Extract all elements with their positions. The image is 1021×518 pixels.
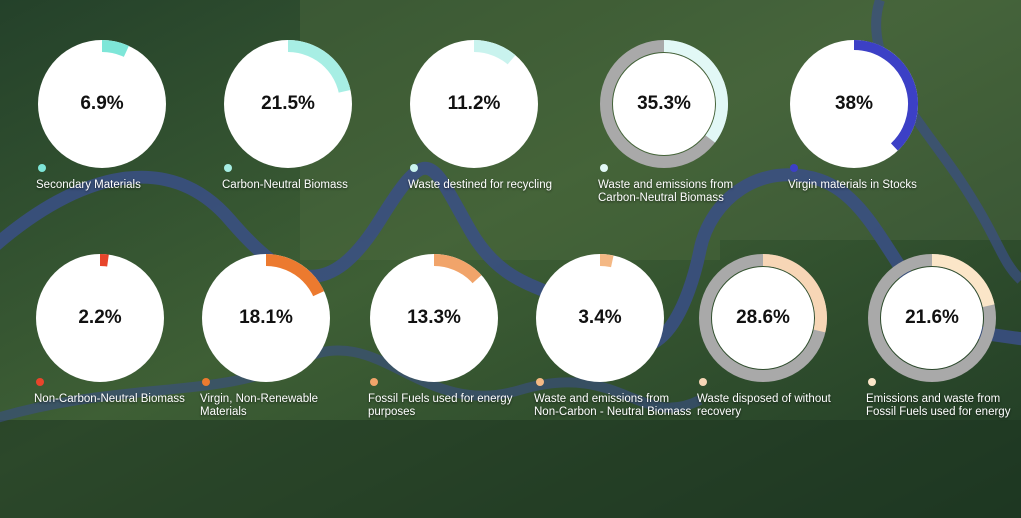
donut-chart (38, 40, 166, 168)
series-label: Carbon-Neutral Biomass (222, 179, 348, 191)
series-label: Waste and emissions from Carbon-Neutral … (598, 179, 734, 204)
ring-arc (931, 254, 995, 308)
series-label: Emissions and waste from Fossil Fuels us… (866, 393, 1011, 418)
series-label: Virgin, Non-Renewable Materials (200, 393, 319, 418)
legend-dot (224, 164, 232, 172)
donut-chart (868, 254, 996, 382)
percentage-label: 28.6% (736, 307, 790, 328)
percentage-label: 18.1% (239, 307, 293, 328)
chart-center (382, 266, 486, 370)
series-label: Secondary Materials (36, 179, 141, 191)
legend-dot (410, 164, 418, 172)
legend-dot (600, 164, 608, 172)
donut-chart (699, 254, 827, 382)
chart-center (613, 53, 715, 155)
series-label: Waste destined for recycling (408, 179, 553, 191)
percentage-label: 13.3% (407, 307, 461, 328)
percentage-label: 2.2% (78, 307, 122, 328)
chart-center (422, 52, 526, 156)
legend-dot (202, 378, 210, 386)
percentage-label: 35.3% (637, 93, 691, 114)
ring-arc (853, 40, 918, 151)
donut-chart (600, 40, 728, 168)
percentage-label: 11.2% (447, 93, 501, 114)
donut-chart (410, 40, 538, 168)
series-label: Non-Carbon-Neutral Biomass (34, 393, 185, 405)
chart-center (50, 52, 154, 156)
series-label: Waste and emissions from Non-Carbon - Ne… (534, 393, 692, 418)
percentage-label: 21.5% (261, 93, 315, 114)
legend-dot (370, 378, 378, 386)
series-label: Fossil Fuels used for energy purposes (368, 393, 513, 418)
chart-center (712, 267, 814, 369)
legend-dot (790, 164, 798, 172)
series-label: Virgin materials in Stocks (788, 179, 917, 191)
donut-chart (370, 254, 498, 382)
legend-dot (699, 378, 707, 386)
chart-center (548, 266, 652, 370)
chart-center (214, 266, 318, 370)
chart-center (881, 267, 983, 369)
chart-center (236, 52, 340, 156)
percentage-label: 21.6% (905, 307, 959, 328)
chart-center (48, 266, 152, 370)
legend-dot (868, 378, 876, 386)
percentage-label: 38% (834, 93, 874, 114)
donut-chart (536, 254, 664, 382)
percentage-label: 6.9% (80, 93, 124, 114)
percentage-label: 3.4% (578, 307, 622, 328)
legend-dot (36, 378, 44, 386)
donut-chart (224, 40, 352, 168)
ring-arc (663, 40, 728, 143)
legend-dot (38, 164, 46, 172)
legend-dot (536, 378, 544, 386)
chart-disc (790, 40, 918, 168)
series-label: Waste disposed of without recovery (697, 393, 831, 418)
donut-chart (202, 254, 330, 382)
ring-arc (762, 254, 827, 333)
donut-chart (36, 254, 164, 382)
donut-chart (790, 40, 918, 168)
